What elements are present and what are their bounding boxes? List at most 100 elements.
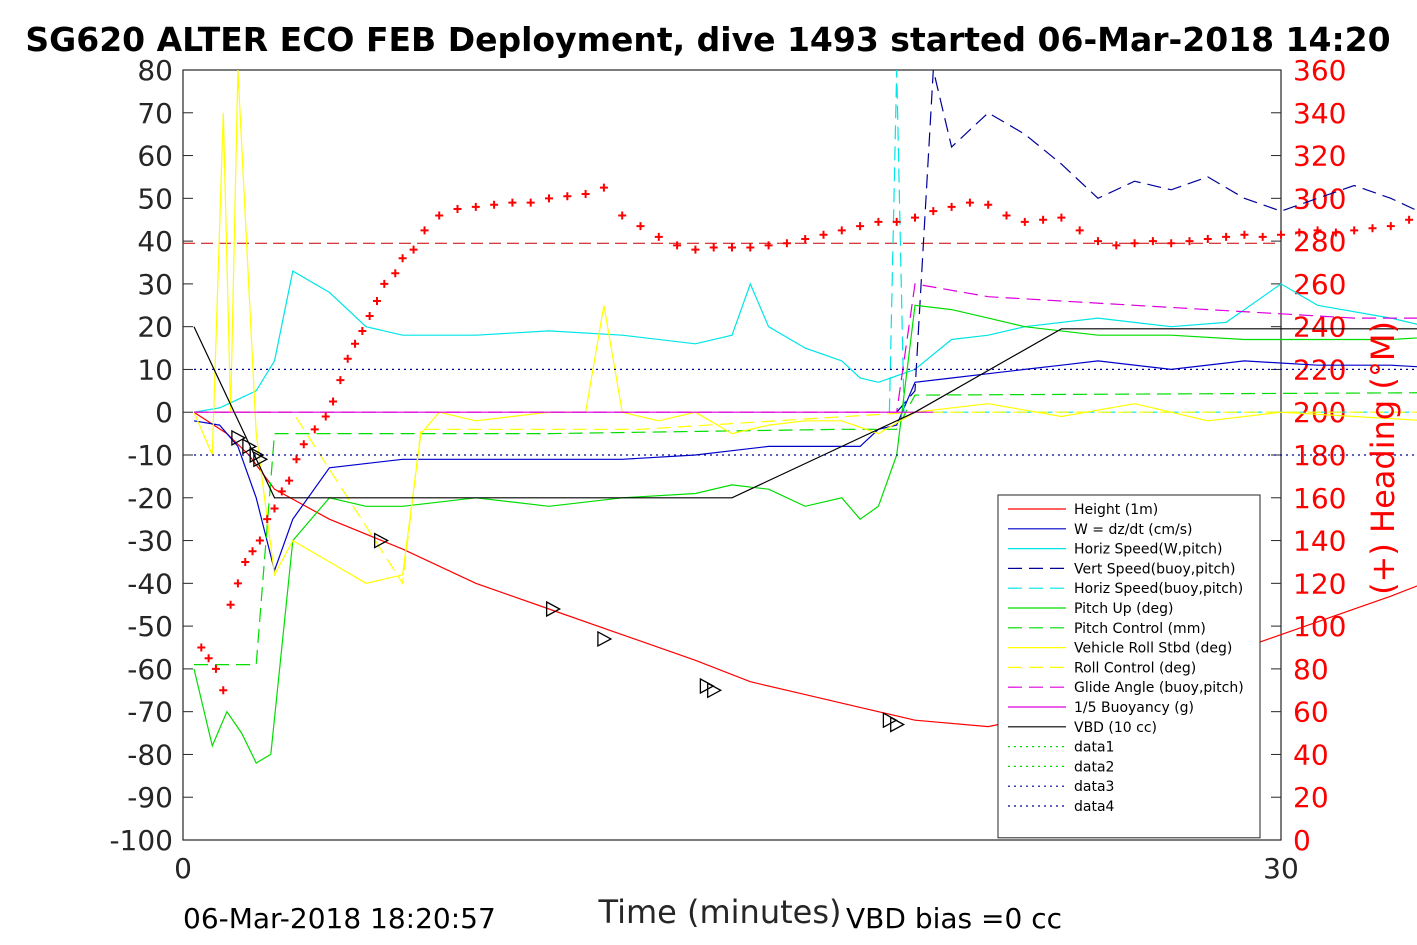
y-tick-label: -50: [127, 610, 173, 643]
y-tick-label: 0: [155, 396, 173, 429]
heading-point: [545, 194, 553, 203]
heading-point: [801, 234, 810, 243]
y-tick-label: 60: [137, 140, 173, 173]
y-tick-label: 50: [137, 182, 173, 215]
heading-point: [204, 654, 213, 663]
series-line: [193, 304, 1417, 764]
heading-point: [277, 487, 286, 496]
heading-point: [1148, 237, 1157, 246]
y-tick-label: -20: [127, 482, 173, 515]
heading-point: [1258, 232, 1267, 241]
footer-vbd-bias: VBD bias =0 cc: [846, 902, 1062, 935]
y2-tick-label: 220: [1293, 353, 1346, 386]
heading-point: [310, 425, 319, 434]
heading-point: [1112, 241, 1121, 250]
y-tick-label: -10: [127, 439, 173, 472]
heading-point: [526, 198, 535, 207]
legend-entry: Pitch Control (mm): [1074, 621, 1206, 637]
y2-tick-label: 240: [1293, 311, 1346, 344]
heading-point: [211, 664, 220, 673]
heading-point: [1295, 228, 1304, 237]
y-tick-label: 80: [137, 54, 173, 87]
heading-point: [391, 269, 400, 278]
legend-entry: Height (1m): [1074, 502, 1158, 518]
series-line: [193, 69, 1417, 584]
heading-point: [329, 397, 338, 406]
heading-point: [248, 547, 257, 556]
heading-point: [563, 192, 572, 201]
series-line: [194, 283, 1417, 413]
heading-point: [1130, 239, 1139, 248]
heading-point: [1002, 211, 1011, 220]
heading-point: [197, 643, 206, 652]
legend-entry: data4: [1074, 799, 1115, 815]
y-tick-label: -80: [127, 738, 173, 771]
heading-point: [508, 198, 517, 207]
heading-point: [321, 412, 330, 421]
heading-point: [947, 202, 956, 211]
heading-point: [599, 183, 608, 192]
heading-point: [728, 243, 736, 252]
series-line: [194, 411, 1417, 586]
heading-point: [226, 600, 235, 609]
y-tick-label: 30: [137, 268, 173, 301]
legend-entry: data2: [1074, 759, 1114, 775]
heading-point: [819, 230, 828, 239]
heading-point: [365, 311, 374, 320]
heading-point: [1075, 226, 1084, 235]
chart-title: SG620 ALTER ECO FEB Deployment, dive 149…: [25, 20, 1390, 59]
sample-marker: [253, 451, 269, 468]
heading-point: [636, 222, 645, 231]
sample-marker: [373, 532, 390, 549]
heading-point: [241, 557, 250, 566]
y2-tick-label: 260: [1293, 268, 1346, 301]
heading-point: [984, 200, 993, 209]
y2-axis-label: (+) Heading (°M): [1364, 321, 1402, 595]
heading-point: [336, 376, 345, 385]
heading-point: [358, 326, 367, 335]
y-tick-label: -30: [127, 525, 173, 558]
heading-point: [409, 245, 418, 254]
heading-point: [263, 515, 272, 524]
sample-marker: [882, 712, 898, 729]
legend-entry: data3: [1074, 779, 1114, 795]
heading-point: [270, 504, 279, 513]
heading-point: [673, 241, 682, 250]
sample-marker: [249, 446, 265, 464]
y2-tick-label: 20: [1293, 781, 1329, 814]
heading-point: [299, 440, 308, 449]
heading-point: [1240, 230, 1249, 239]
y2-tick-label: 60: [1293, 696, 1329, 729]
heading-point: [343, 354, 352, 363]
y2-tick-label: 140: [1293, 525, 1346, 558]
y2-tick-label: 0: [1293, 824, 1311, 857]
heading-point: [1277, 230, 1285, 239]
heading-point: [581, 190, 590, 199]
sample-marker: [231, 429, 247, 446]
heading-point: [1313, 226, 1322, 235]
heading-point: [965, 198, 974, 207]
series-line: [193, 326, 1417, 499]
y-tick-label: 40: [137, 225, 173, 258]
y2-tick-label: 320: [1293, 140, 1346, 173]
y-tick-label: 10: [137, 353, 173, 386]
heading-point: [285, 476, 294, 485]
legend-entry: Pitch Up (deg): [1074, 601, 1173, 617]
heading-point: [1094, 237, 1102, 246]
heading-point: [219, 686, 228, 695]
heading-point: [856, 222, 865, 231]
heading-point: [420, 226, 429, 235]
legend-box: [997, 494, 1261, 839]
y-tick-label: -60: [127, 653, 173, 686]
x-tick-label: 30: [1263, 852, 1299, 885]
heading-point: [764, 241, 773, 250]
y2-tick-label: 340: [1293, 97, 1346, 130]
legend-entry: 1/5 Buoyancy (g): [1074, 700, 1194, 716]
heading-point: [233, 579, 242, 588]
legend: Height (1m) W = dz/dt (cm/s) Horiz Speed(W…: [997, 494, 1261, 839]
heading-point: [654, 232, 663, 241]
heading-point: [1020, 217, 1029, 226]
y2-tick-label: 180: [1293, 439, 1346, 472]
heading-point: [1057, 213, 1066, 222]
heading-point: [782, 239, 791, 248]
